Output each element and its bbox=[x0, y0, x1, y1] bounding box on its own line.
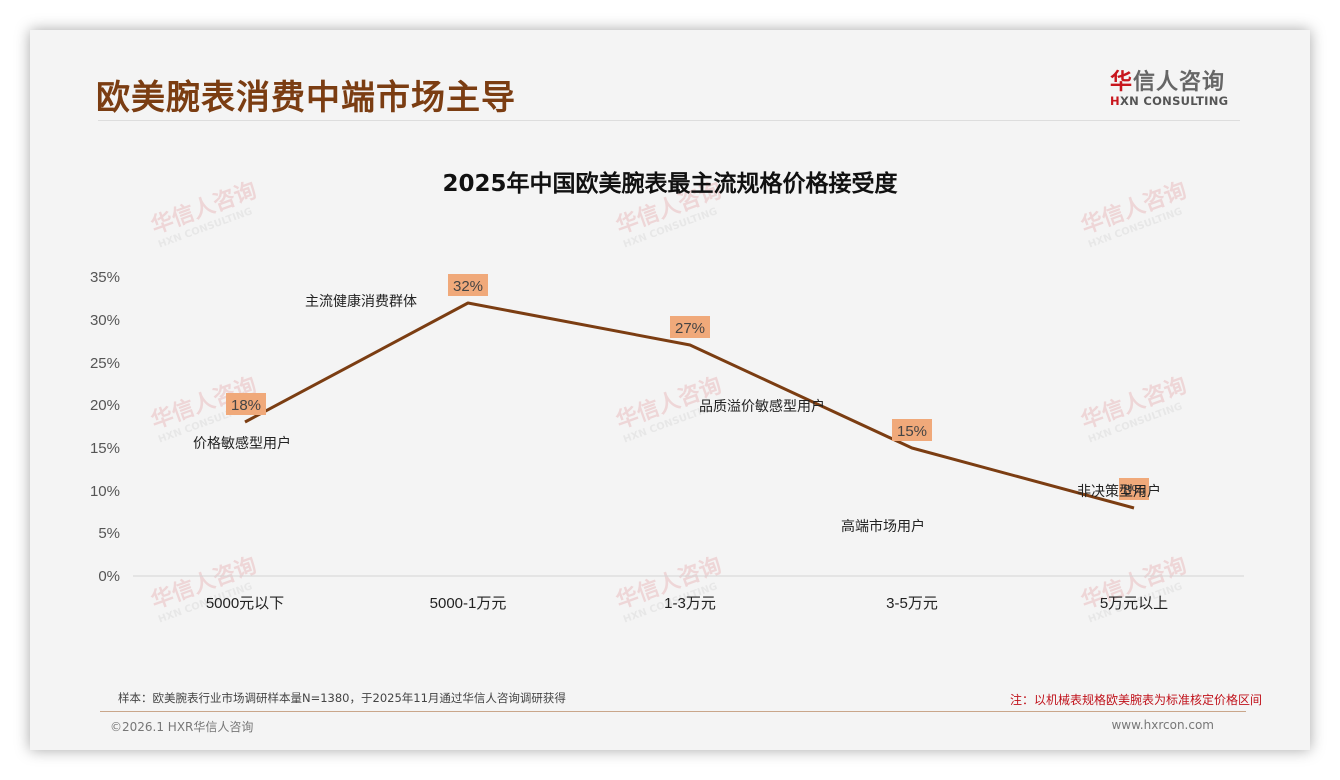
company-logo: 华信人咨询 HXN CONSULTING bbox=[1110, 70, 1229, 108]
svg-text:0%: 0% bbox=[98, 568, 120, 585]
svg-text:8%: 8% bbox=[1123, 482, 1145, 499]
svg-text:主流健康消费群体: 主流健康消费群体 bbox=[305, 293, 417, 310]
line-chart: 0% 5% 10% 15% 20% 25% 30% 35% 5000元以下 50… bbox=[90, 269, 1244, 612]
chart-title: 2025年中国欧美腕表最主流规格价格接受度 bbox=[442, 171, 898, 197]
x-axis-categories: 5000元以下 5000-1万元 1-3万元 3-5万元 5万元以上 bbox=[206, 595, 1168, 612]
svg-text:20%: 20% bbox=[90, 397, 120, 414]
title-divider bbox=[98, 120, 1240, 121]
svg-text:32%: 32% bbox=[453, 278, 483, 295]
svg-text:18%: 18% bbox=[231, 397, 261, 414]
svg-text:高端市场用户: 高端市场用户 bbox=[841, 518, 925, 535]
svg-text:35%: 35% bbox=[90, 269, 120, 286]
svg-text:10%: 10% bbox=[90, 483, 120, 500]
svg-text:5000元以下: 5000元以下 bbox=[206, 595, 284, 612]
svg-text:5万元以上: 5万元以上 bbox=[1100, 595, 1168, 612]
svg-text:15%: 15% bbox=[897, 423, 927, 440]
svg-text:价格敏感型用户: 价格敏感型用户 bbox=[193, 435, 291, 452]
svg-text:25%: 25% bbox=[90, 355, 120, 372]
y-axis-ticks: 0% 5% 10% 15% 20% 25% 30% 35% bbox=[90, 269, 120, 585]
series-line bbox=[244, 301, 1135, 510]
page-title: 欧美腕表消费中端市场主导 bbox=[96, 78, 516, 118]
svg-text:1-3万元: 1-3万元 bbox=[664, 595, 716, 612]
website-link[interactable]: www.hxrcon.com bbox=[1111, 718, 1214, 732]
copyright: ©2026.1 HXR华信人咨询 bbox=[110, 720, 254, 734]
svg-text:27%: 27% bbox=[675, 320, 705, 337]
svg-text:5000-1万元: 5000-1万元 bbox=[430, 595, 507, 612]
svg-text:15%: 15% bbox=[90, 440, 120, 457]
footnote: 注：以机械表规格欧美腕表为标准核定价格区间 bbox=[1009, 693, 1262, 707]
slide: 华信人咨询 HXN CONSULTING 华信人咨询 HXN CONSULTING … bbox=[30, 30, 1310, 750]
svg-text:3-5万元: 3-5万元 bbox=[886, 595, 938, 612]
svg-text:非决策型用户: 非决策型用户 bbox=[1077, 483, 1161, 500]
footer-divider bbox=[100, 711, 1246, 712]
sample-note: 样本：欧美腕表行业市场调研样本量N=1380，于2025年11月通过华信人咨询调… bbox=[118, 691, 566, 705]
svg-text:5%: 5% bbox=[98, 525, 120, 542]
data-labels: 18% 32% 27% 15% 8% bbox=[226, 274, 1149, 500]
svg-text:30%: 30% bbox=[90, 312, 120, 329]
svg-text:品质溢价敏感型用户: 品质溢价敏感型用户 bbox=[699, 398, 825, 415]
annotations: 价格敏感型用户 主流健康消费群体 品质溢价敏感型用户 高端市场用户 非决策型用户 bbox=[193, 293, 1161, 535]
